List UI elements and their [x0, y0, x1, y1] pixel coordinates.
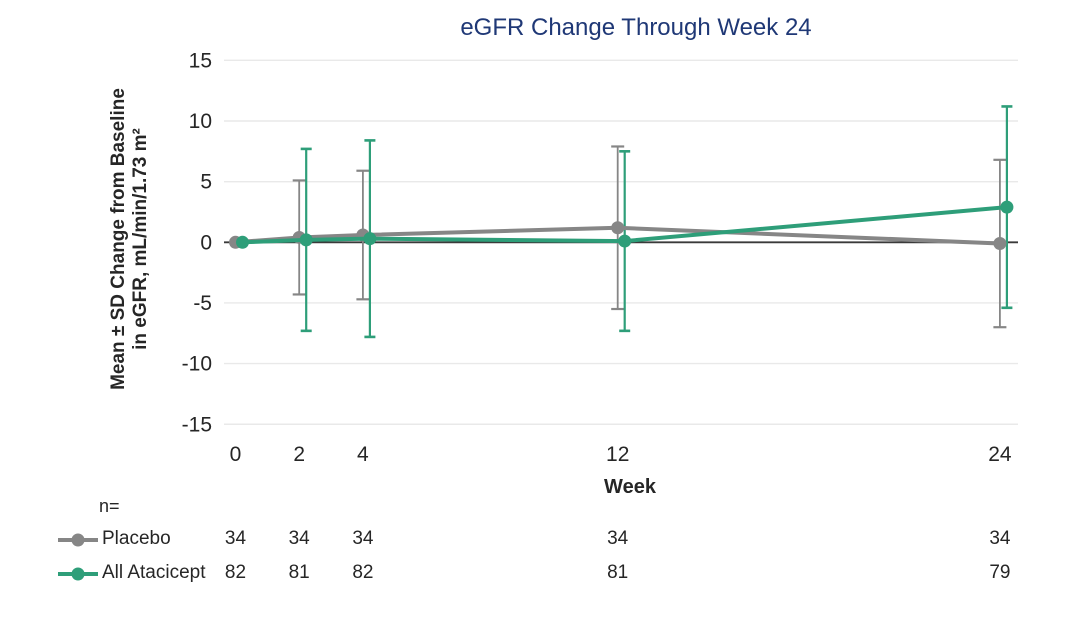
chart-title: eGFR Change Through Week 24	[460, 14, 812, 41]
y-tick-label: 0	[200, 231, 212, 254]
n-count: 82	[224, 562, 247, 583]
data-point-marker-atacicept	[618, 234, 632, 248]
n-count: 34	[224, 528, 247, 549]
n-values-placebo: 34 34 34 34 34	[0, 528, 1080, 554]
n-count: 34	[352, 528, 374, 549]
n-count: 34	[607, 528, 629, 549]
y-tick-label: -10	[182, 353, 212, 376]
n-count: 81	[607, 562, 629, 583]
legend-row-atacicept: All Atacicept 82 81 82 81 79	[0, 561, 1080, 587]
data-point-marker-atacicept	[1000, 200, 1014, 214]
n-count: 81	[288, 562, 310, 583]
y-tick-label: -5	[193, 292, 212, 315]
data-point-marker-atacicept	[236, 235, 249, 249]
y-axis-title-line2: in eGFR, mL/min/1.73 m²	[130, 128, 151, 350]
x-axis-title: Week	[604, 476, 656, 498]
n-count: 34	[989, 528, 1011, 549]
x-tick-label: 24	[988, 443, 1012, 466]
x-tick-label: 4	[357, 443, 369, 466]
y-axis-title: Mean ± SD Change from Baseline in eGFR, …	[108, 88, 152, 390]
data-point-marker-atacicept	[299, 233, 313, 247]
x-tick-label: 12	[606, 443, 629, 466]
marker-dot	[71, 567, 85, 581]
legend-label-atacicept: All Atacicept	[102, 562, 206, 583]
x-tick-label: 2	[293, 443, 305, 466]
placebo-series-marker-icon	[58, 533, 98, 547]
y-tick-label: 10	[189, 110, 212, 133]
marker-dot	[71, 533, 85, 547]
n-equals-label: n=	[99, 496, 120, 516]
legend-label-placebo: Placebo	[102, 528, 171, 549]
n-count: 82	[352, 562, 374, 583]
legend-row-placebo: Placebo 34 34 34 34 34	[0, 527, 1080, 553]
y-tick-label: 5	[200, 171, 212, 194]
data-point-marker-atacicept	[363, 232, 377, 246]
x-tick-label: 0	[230, 443, 242, 466]
n-values-atacicept: 82 81 82 81 79	[0, 562, 1080, 588]
atacicept-series-marker-icon	[58, 567, 98, 581]
data-point-marker-placebo	[993, 237, 1007, 251]
n-count: 79	[989, 562, 1011, 583]
n-count: 34	[288, 528, 310, 549]
data-point-marker-placebo	[611, 221, 625, 235]
y-tick-label: -15	[182, 413, 212, 436]
y-axis-title-line1: Mean ± SD Change from Baseline	[108, 88, 129, 390]
y-tick-label: 15	[189, 49, 212, 72]
